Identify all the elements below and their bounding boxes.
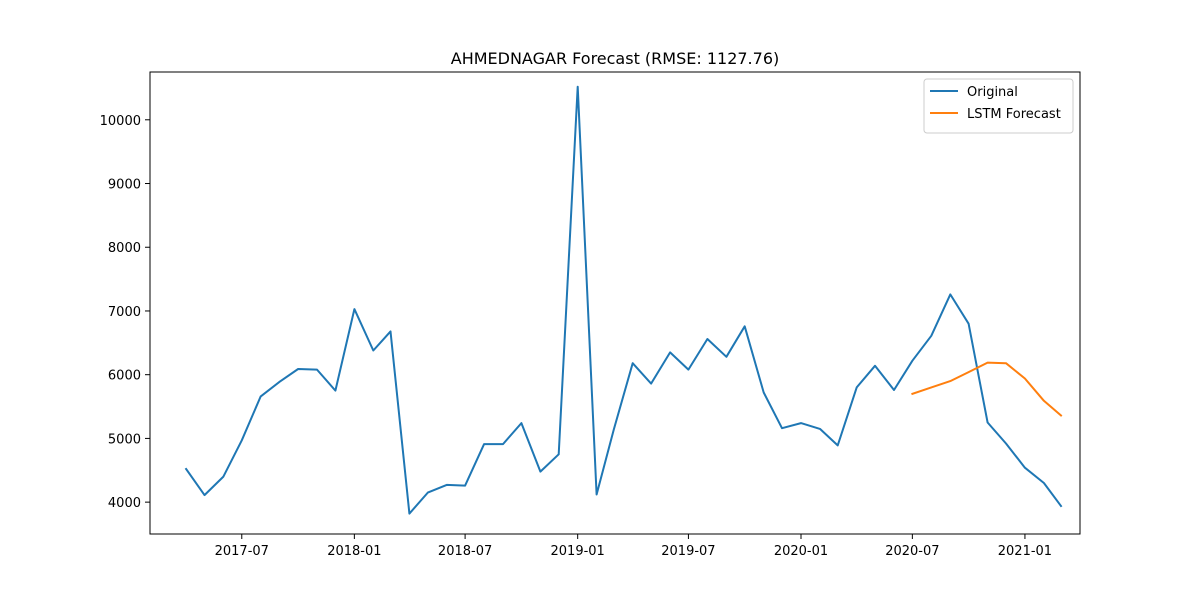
y-tick-label: 10000 bbox=[100, 114, 141, 129]
y-tick-label: 5000 bbox=[108, 432, 141, 447]
y-tick-label: 7000 bbox=[108, 305, 141, 320]
x-axis: 2017-07 2018-01 2018-07 2019-01 2019-07 2020-… bbox=[215, 534, 1052, 559]
y-tick-label: 8000 bbox=[108, 241, 141, 256]
series-line-original bbox=[184, 85, 1063, 515]
plot-lines bbox=[184, 85, 1063, 515]
x-tick-label: 2019-07 bbox=[661, 544, 715, 559]
x-tick-label: 2021-01 bbox=[998, 544, 1052, 559]
legend-label: Original bbox=[967, 85, 1018, 100]
axes-frame bbox=[149, 71, 1081, 535]
y-tick-label: 6000 bbox=[108, 369, 141, 384]
legend: Original LSTM Forecast bbox=[923, 78, 1074, 134]
y-tick-label: 4000 bbox=[108, 496, 141, 511]
y-tick-label: 9000 bbox=[108, 178, 141, 193]
x-tick-label: 2020-07 bbox=[885, 544, 939, 559]
x-tick-label: 2018-07 bbox=[438, 544, 492, 559]
y-axis: 4000 5000 6000 7000 8000 9000 10000 bbox=[100, 114, 150, 511]
legend-box bbox=[923, 78, 1074, 134]
x-tick-label: 2018-01 bbox=[327, 544, 381, 559]
chart-title: AHMEDNAGAR Forecast (RMSE: 1127.76) bbox=[451, 49, 780, 68]
x-tick-label: 2020-01 bbox=[774, 544, 828, 559]
x-tick-label: 2017-07 bbox=[215, 544, 269, 559]
series-line-lstm-forecast bbox=[911, 361, 1063, 417]
x-tick-label: 2019-01 bbox=[551, 544, 605, 559]
legend-label: LSTM Forecast bbox=[967, 107, 1061, 122]
